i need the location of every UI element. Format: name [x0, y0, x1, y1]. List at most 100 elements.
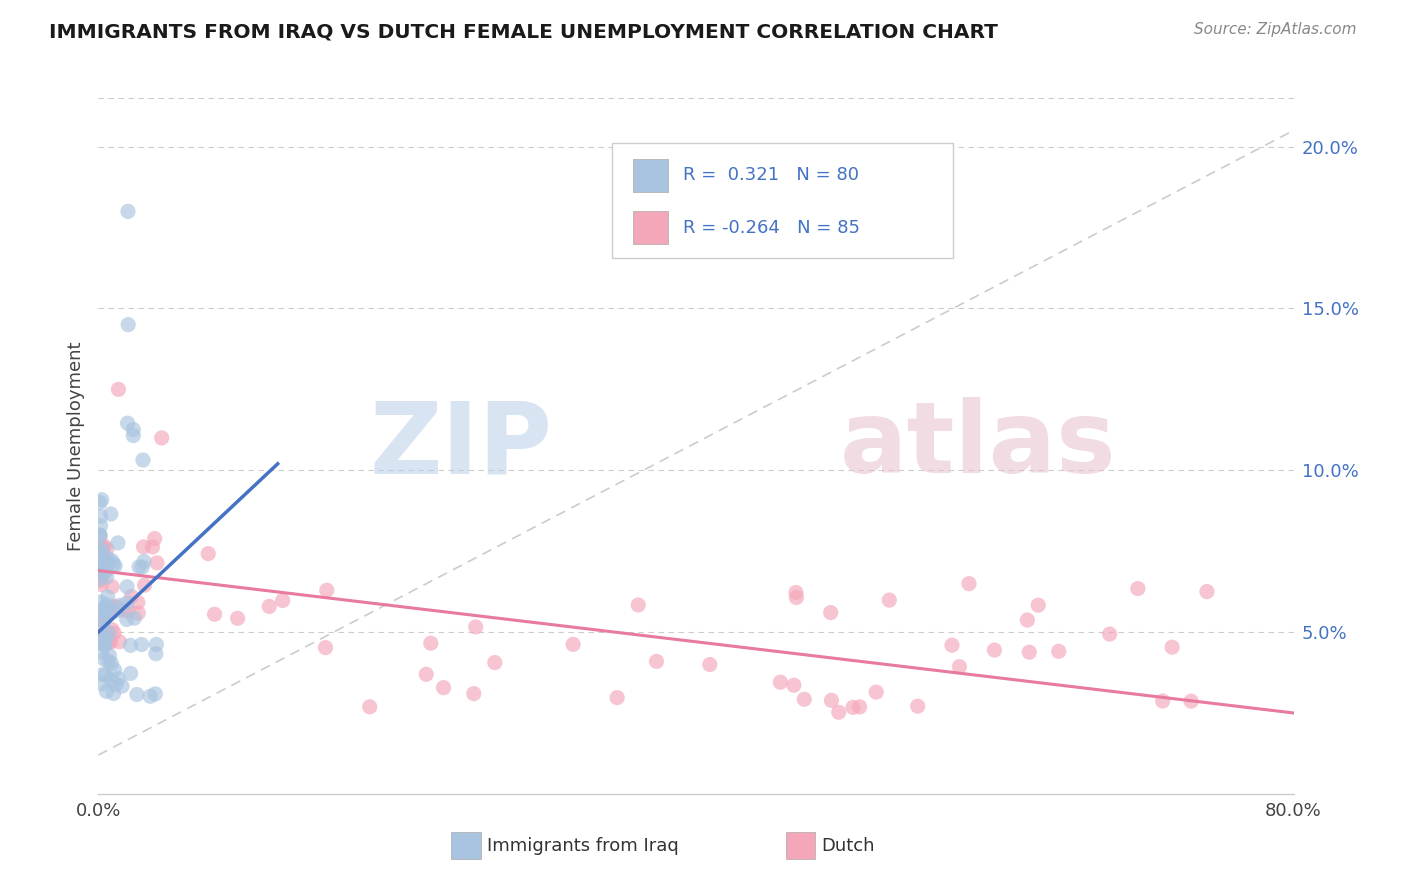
Point	[115, 596, 138, 610]
Point	[828, 705, 851, 719]
Point	[1126, 582, 1149, 596]
Point	[941, 638, 963, 652]
Point	[415, 667, 437, 681]
Point	[93, 609, 115, 624]
Point	[127, 606, 149, 620]
Point	[91, 554, 114, 568]
Point	[432, 681, 454, 695]
Point	[89, 528, 111, 542]
Point	[121, 590, 143, 604]
Text: R =  0.321   N = 80: R = 0.321 N = 80	[683, 166, 859, 185]
Point	[89, 604, 111, 618]
Point	[117, 318, 139, 332]
Point	[793, 692, 815, 706]
Point	[143, 687, 166, 701]
Point	[128, 560, 150, 574]
Point	[131, 560, 153, 574]
Point	[645, 654, 668, 668]
Point	[89, 530, 111, 544]
Point	[93, 614, 115, 628]
Point	[93, 637, 115, 651]
Point	[89, 495, 111, 509]
Point	[957, 576, 980, 591]
Point	[103, 626, 125, 640]
Point	[98, 634, 121, 648]
Point	[122, 428, 145, 442]
Point	[108, 634, 131, 648]
Point	[97, 625, 120, 640]
Point	[842, 700, 865, 714]
Point	[90, 554, 112, 568]
Point	[101, 554, 124, 568]
Point	[115, 580, 138, 594]
Point	[87, 547, 110, 561]
Point	[271, 593, 294, 607]
Point	[783, 678, 806, 692]
Point	[91, 542, 114, 557]
Point	[463, 687, 485, 701]
Point	[1195, 584, 1218, 599]
Point	[91, 541, 114, 555]
Point	[120, 666, 142, 681]
Point	[117, 416, 139, 430]
Point	[132, 540, 155, 554]
Text: Source: ZipAtlas.com: Source: ZipAtlas.com	[1194, 22, 1357, 37]
Text: ZIP: ZIP	[370, 398, 553, 494]
Point	[948, 659, 970, 673]
Y-axis label: Female Unemployment: Female Unemployment	[66, 342, 84, 550]
Point	[96, 631, 118, 645]
Point	[89, 574, 111, 588]
Point	[91, 677, 114, 691]
Point	[419, 636, 441, 650]
Point	[93, 614, 115, 628]
Point	[145, 638, 167, 652]
Point	[90, 623, 112, 637]
FancyBboxPatch shape	[451, 832, 481, 859]
Point	[132, 453, 155, 467]
Point	[89, 636, 111, 650]
Point	[94, 637, 117, 651]
Point	[115, 612, 138, 626]
Point	[134, 578, 156, 592]
Point	[1047, 644, 1070, 658]
Point	[143, 532, 166, 546]
Point	[117, 204, 139, 219]
Point	[100, 507, 122, 521]
Point	[94, 553, 117, 567]
Point	[97, 604, 120, 618]
Point	[464, 620, 486, 634]
Point	[122, 422, 145, 436]
Point	[87, 572, 110, 586]
FancyBboxPatch shape	[633, 159, 668, 192]
Point	[484, 656, 506, 670]
Point	[93, 630, 115, 644]
Point	[1152, 694, 1174, 708]
Point	[93, 652, 115, 666]
Point	[197, 547, 219, 561]
Point	[94, 599, 117, 614]
Point	[699, 657, 721, 672]
Point	[359, 699, 381, 714]
Point	[122, 611, 145, 625]
Text: R = -0.264   N = 85: R = -0.264 N = 85	[683, 219, 860, 236]
Point	[100, 657, 122, 671]
FancyBboxPatch shape	[613, 144, 953, 258]
Point	[91, 622, 114, 636]
Point	[1180, 694, 1202, 708]
Text: IMMIGRANTS FROM IRAQ VS DUTCH FEMALE UNEMPLOYMENT CORRELATION CHART: IMMIGRANTS FROM IRAQ VS DUTCH FEMALE UNE…	[49, 22, 998, 41]
Point	[90, 595, 112, 609]
Point	[131, 638, 153, 652]
Point	[606, 690, 628, 705]
Point	[93, 540, 115, 554]
Point	[90, 577, 112, 591]
Point	[314, 640, 336, 655]
Point	[104, 599, 127, 614]
Point	[142, 540, 165, 554]
Point	[89, 568, 111, 582]
Point	[97, 628, 120, 642]
Point	[785, 591, 807, 605]
Point	[132, 554, 155, 568]
Point	[315, 583, 337, 598]
Point	[105, 604, 128, 618]
Point	[94, 603, 117, 617]
